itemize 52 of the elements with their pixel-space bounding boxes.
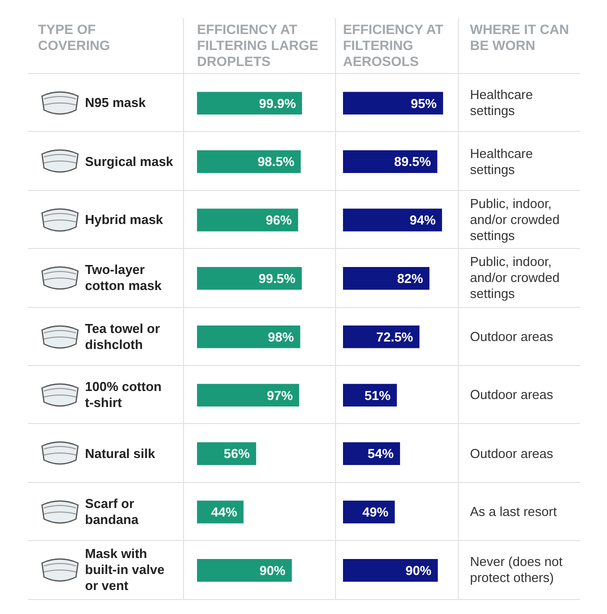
bar: [197, 325, 300, 348]
y-tick-label: Surgical mask: [85, 154, 174, 170]
bar: [343, 92, 444, 115]
data-label: 99.9%: [259, 96, 296, 111]
y-tick-label: Mask with built-in valve or vent: [85, 546, 164, 594]
bar: [343, 267, 430, 290]
data-label: 90%: [405, 562, 432, 578]
bar: [197, 267, 302, 290]
data-label: 49%: [362, 504, 389, 520]
data-label: 44%: [211, 504, 238, 520]
bar: [197, 92, 302, 115]
data-label: 95%: [410, 96, 438, 111]
y-tick-label: Hybrid mask: [85, 212, 164, 228]
y-tick-label: Tea towel or dishcloth: [85, 320, 160, 353]
bar: [343, 150, 438, 173]
bar: [197, 384, 300, 407]
bar: [197, 150, 301, 173]
y-axis-title: TYPE OF COVERING: [38, 22, 112, 54]
text: Outdoor areas: [470, 328, 554, 345]
text: Outdoor areas: [470, 446, 554, 462]
bar: [197, 208, 298, 232]
data-label: 97%: [266, 388, 294, 403]
data-label: 89.5%: [394, 154, 432, 170]
data-label: 54%: [368, 446, 394, 462]
y-tick-label: N95 mask: [85, 95, 146, 112]
data-label: 99.5%: [258, 270, 296, 286]
data-label: 96%: [266, 212, 292, 228]
text: WHERE IT CAN BE WORN: [470, 22, 570, 54]
data-label: 56%: [224, 446, 250, 462]
y-tick-label: Natural silk: [85, 446, 156, 462]
y-tick-label: Two-layer cotton mask: [85, 262, 162, 294]
chart-title: EFFICIENCY AT FILTERING AEROSOLS: [343, 22, 444, 69]
text: Healthcare settings: [470, 87, 534, 120]
text: Outdoor areas: [470, 387, 554, 404]
text: As a last resort: [470, 504, 557, 520]
bar: [343, 559, 438, 582]
text: Healthcare settings: [470, 146, 534, 178]
data-label: 72.5%: [376, 329, 414, 344]
data-label: 94%: [410, 212, 436, 228]
bar: [343, 208, 442, 232]
data-label: 90%: [259, 562, 286, 578]
data-label: 98.5%: [258, 154, 295, 170]
data-label: 51%: [364, 388, 391, 403]
chart-title: EFFICIENCY AT FILTERING LARGE DROPLETS: [197, 22, 320, 70]
text: Public, indoor, and/or crowded settings: [470, 254, 561, 302]
text: Never (does not protect others): [470, 554, 564, 586]
data-label: 82%: [397, 270, 424, 286]
bar: [197, 559, 292, 582]
y-tick-label: 100% cotton t-shirt: [85, 379, 162, 412]
data-label: 98%: [268, 329, 294, 344]
text: Public, indoor, and/or crowded settings: [470, 196, 561, 244]
y-tick-label: Scarf or bandana: [85, 496, 138, 528]
